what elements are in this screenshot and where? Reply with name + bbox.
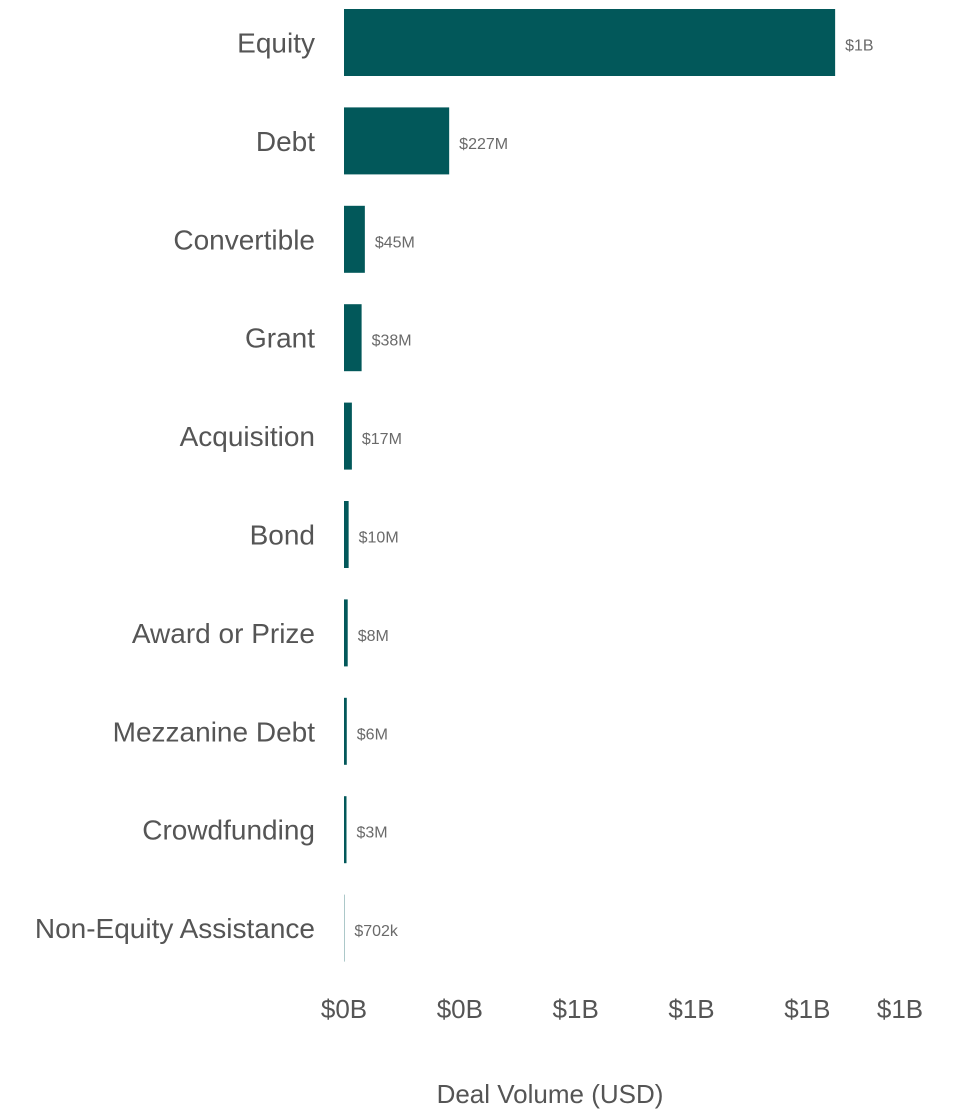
value-label: $1B xyxy=(845,38,873,55)
bar-crowdfunding xyxy=(344,796,347,864)
bar-grant xyxy=(344,304,362,372)
category-label: Non-Equity Assistance xyxy=(35,913,315,944)
bar-acquisition xyxy=(344,402,352,470)
value-label: $3M xyxy=(357,825,388,842)
x-tick-label: $1B xyxy=(784,994,830,1024)
category-label: Mezzanine Debt xyxy=(113,716,316,747)
value-label: $45M xyxy=(375,234,415,251)
category-label: Debt xyxy=(256,126,315,157)
bar-mezzanine-debt xyxy=(344,697,347,765)
x-tick-label: $1B xyxy=(668,994,714,1024)
category-label: Equity xyxy=(237,28,315,59)
x-axis-ticks: $0B $0B $1B $1B $1B $1B xyxy=(321,994,923,1024)
bar-convertible xyxy=(344,205,365,273)
value-label: $17M xyxy=(362,431,402,448)
x-tick-label: $0B xyxy=(437,994,483,1024)
bar-bond xyxy=(344,501,349,568)
value-label: $6M xyxy=(357,726,388,743)
bar-equity xyxy=(344,9,836,76)
category-label: Convertible xyxy=(173,224,315,255)
value-labels: $1B $227M $45M $38M $17M $10M $8M $6M $3M $702k xyxy=(354,38,873,941)
category-label: Acquisition xyxy=(180,421,315,452)
bar-award-or-prize xyxy=(344,599,348,667)
category-label: Crowdfunding xyxy=(142,815,315,846)
x-tick-label: $1B xyxy=(877,994,923,1024)
bar-debt xyxy=(344,107,450,175)
category-label: Bond xyxy=(250,520,315,551)
category-labels: Equity Debt Convertible Grant Acquisition Bon… xyxy=(35,28,315,945)
x-tick-label: $0B xyxy=(321,994,367,1024)
x-tick-label: $1B xyxy=(553,994,599,1024)
x-axis-title: Deal Volume (USD) xyxy=(437,1079,664,1109)
category-label: Award or Prize xyxy=(132,618,315,649)
value-label: $8M xyxy=(358,628,389,645)
value-label: $227M xyxy=(459,136,508,153)
category-label: Grant xyxy=(245,323,315,354)
value-label: $10M xyxy=(359,530,399,547)
value-label: $38M xyxy=(372,333,412,350)
bars-group xyxy=(344,9,836,962)
value-label: $702k xyxy=(354,923,399,940)
